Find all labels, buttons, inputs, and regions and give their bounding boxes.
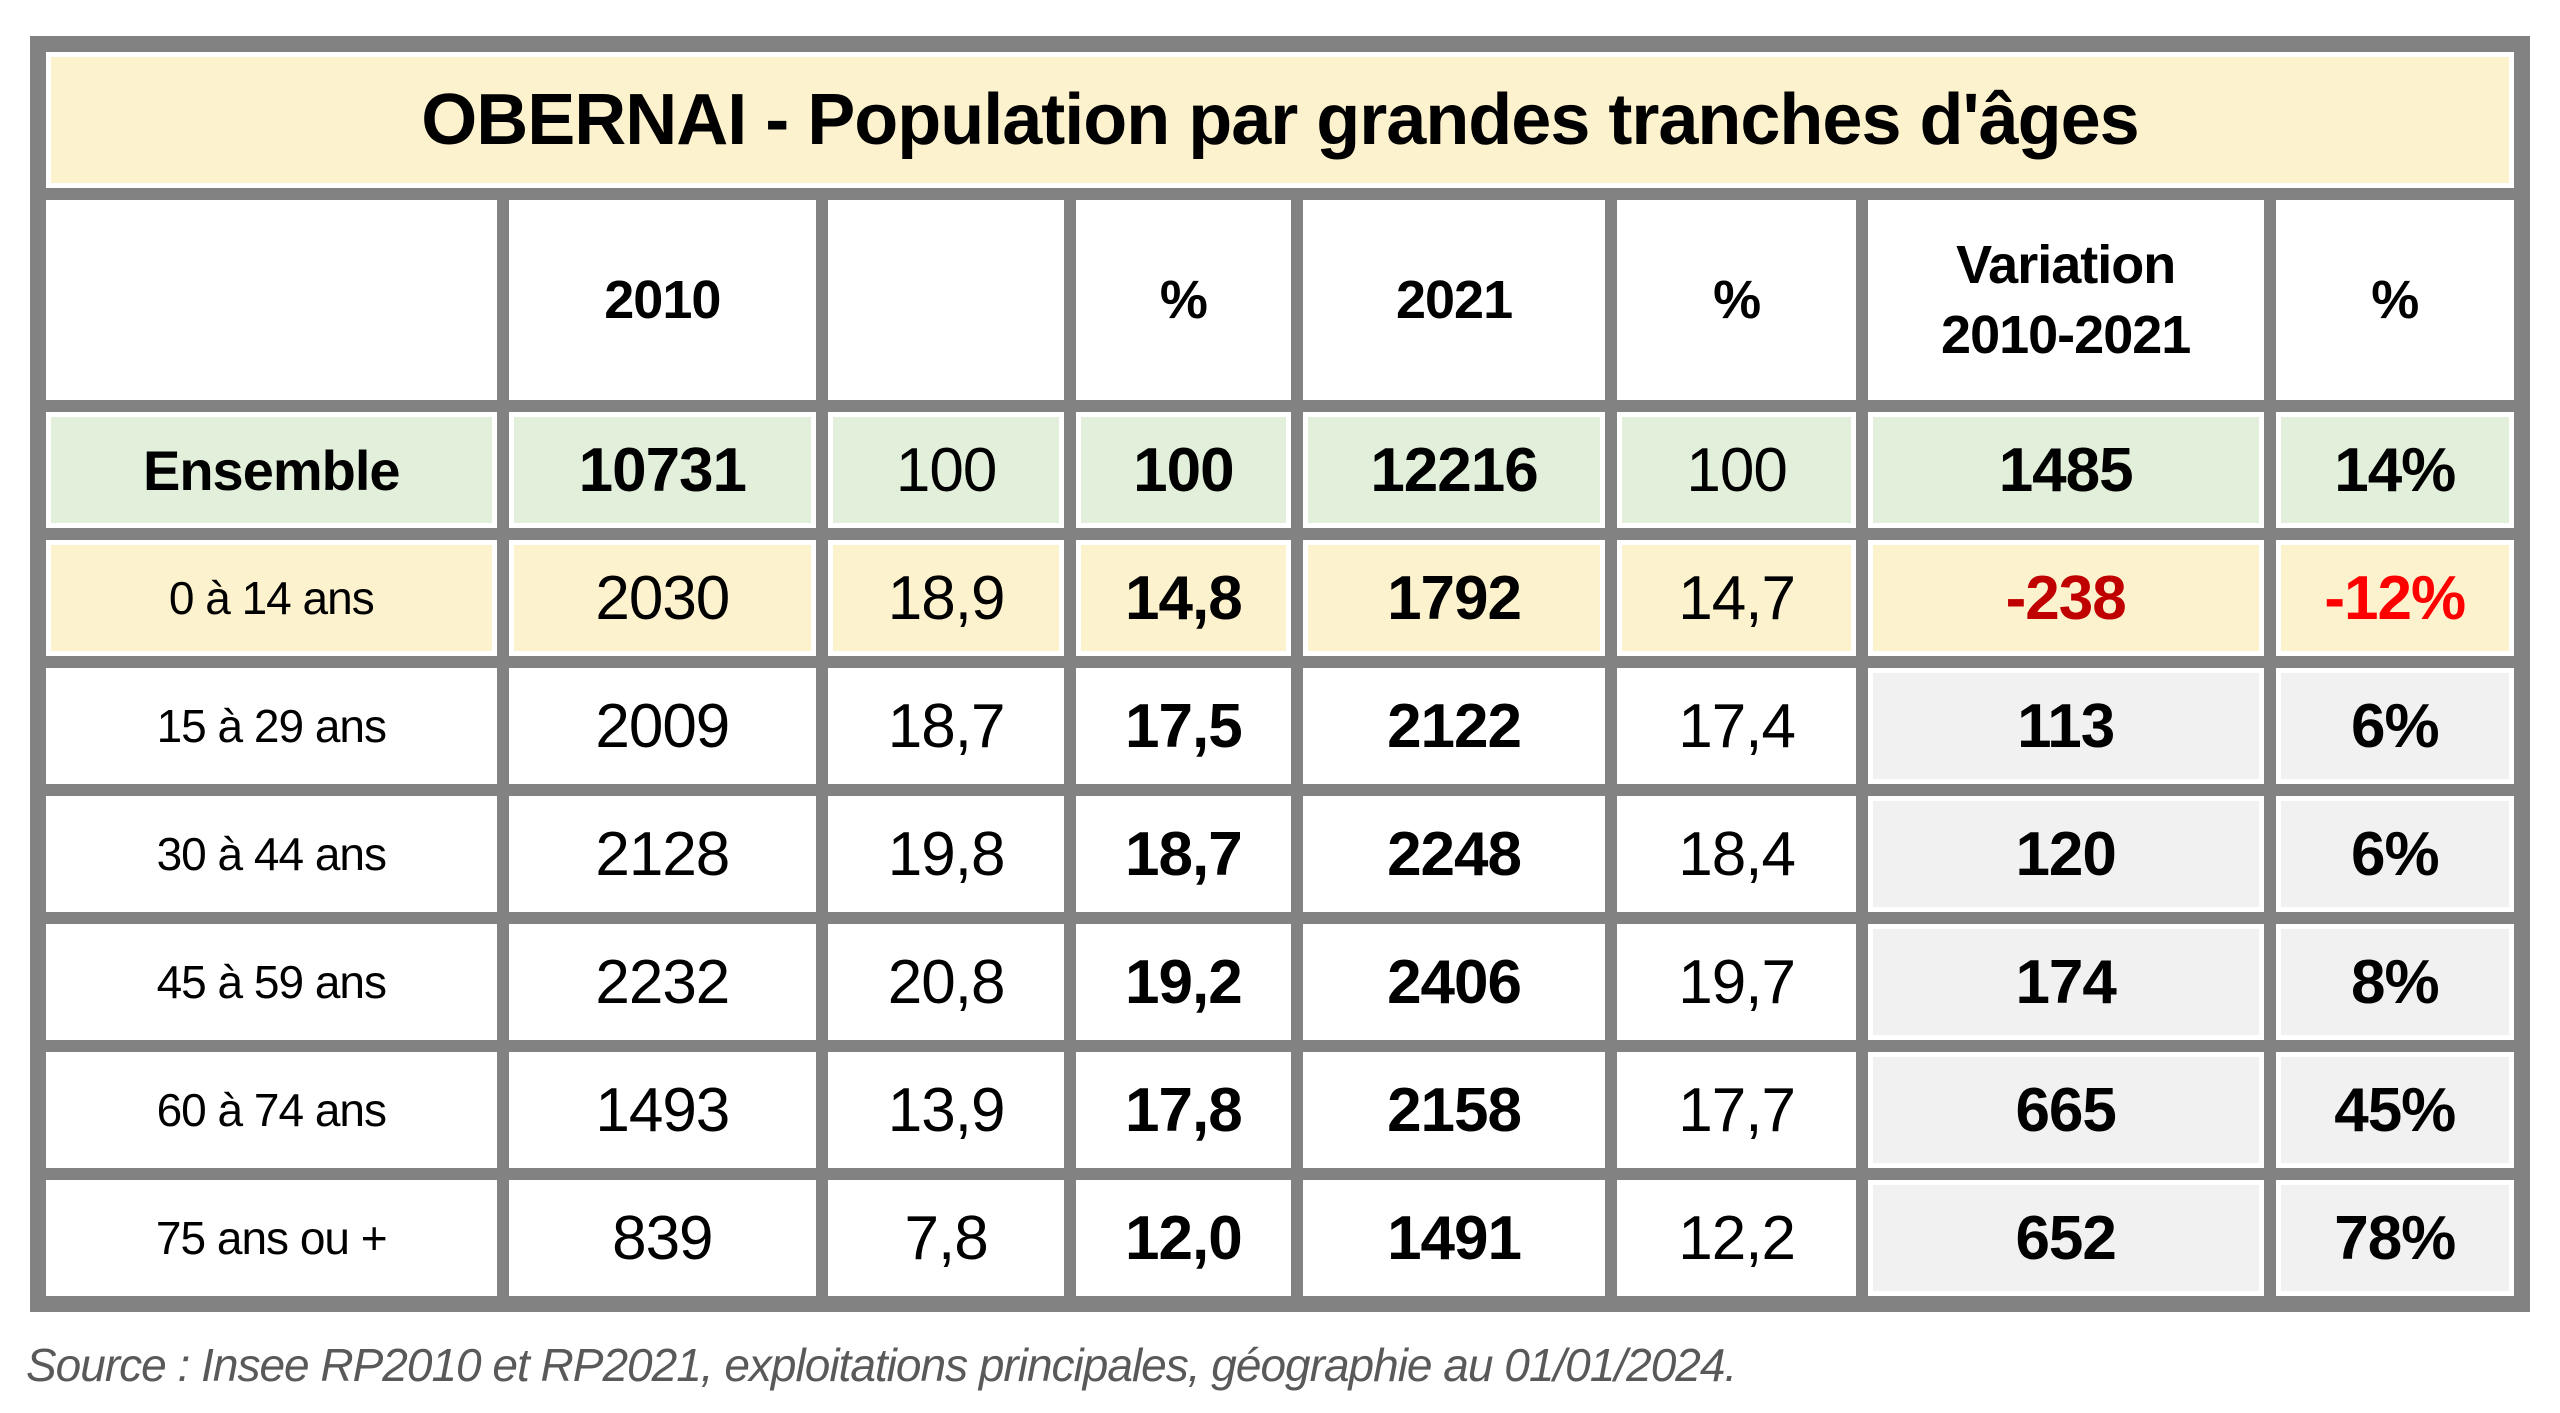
variation-pct: 6% [2275,668,2514,784]
variation-pct: 45% [2275,1052,2514,1168]
value-2021: 1792 [1302,540,1606,656]
row-0-14-ans: 0 à 14 ans 2030 18,9 14,8 1792 14,7 -238… [46,540,2514,656]
pct-2010: 20,8 [828,924,1065,1040]
header-cell-2010: 2010 [508,200,817,400]
header-variation-label: Variation 2010-2021 [1941,234,2191,365]
header-cell-empty2 [828,200,1065,400]
header-cell-variation: Variation 2010-2021 [1867,200,2264,400]
pct-2010-bold: 19,2 [1076,924,1291,1040]
row-45-59-ans: 45 à 59 ans 2232 20,8 19,2 2406 19,7 174… [46,924,2514,1040]
variation-value-negative: -238 [1867,540,2264,656]
value-2010: 2232 [508,924,817,1040]
value-2010: 2030 [508,540,817,656]
header-cell-2021: 2021 [1302,200,1606,400]
header-cell-pct-2021: % [1617,200,1856,400]
pct-2010: 18,7 [828,668,1065,784]
pct-2021: 100 [1617,412,1856,528]
variation-pct: 8% [2275,924,2514,1040]
row-label: 0 à 14 ans [46,540,497,656]
pct-2021: 18,4 [1617,796,1856,912]
value-2010: 1493 [508,1052,817,1168]
variation-value: 113 [1867,668,2264,784]
header-cell-empty [46,200,497,400]
row-label: 75 ans ou + [46,1180,497,1296]
row-label: 45 à 59 ans [46,924,497,1040]
row-30-44-ans: 30 à 44 ans 2128 19,8 18,7 2248 18,4 120… [46,796,2514,912]
row-60-74-ans: 60 à 74 ans 1493 13,9 17,8 2158 17,7 665… [46,1052,2514,1168]
variation-pct: 6% [2275,796,2514,912]
variation-value: 120 [1867,796,2264,912]
pct-2010-bold: 18,7 [1076,796,1291,912]
header-cell-pct-variation: % [2275,200,2514,400]
header-row: 2010 % 2021 % Variation 2010-2021 % [46,200,2514,400]
value-2010: 2128 [508,796,817,912]
pct-2021: 17,7 [1617,1052,1856,1168]
variation-pct: 14% [2275,412,2514,528]
pct-2010-bold: 14,8 [1076,540,1291,656]
pct-2010: 19,8 [828,796,1065,912]
source-caption: Source : Insee RP2010 et RP2021, exploit… [26,1339,1737,1391]
pct-2021: 19,7 [1617,924,1856,1040]
row-label: 60 à 74 ans [46,1052,497,1168]
value-2021: 2158 [1302,1052,1606,1168]
population-table: OBERNAI - Population par grandes tranche… [34,40,2526,1308]
pct-2010-bold: 12,0 [1076,1180,1291,1296]
pct-2010: 100 [828,412,1065,528]
variation-value: 665 [1867,1052,2264,1168]
row-label: 30 à 44 ans [46,796,497,912]
row-75-ans-ou-plus: 75 ans ou + 839 7,8 12,0 1491 12,2 652 7… [46,1180,2514,1296]
row-label: 15 à 29 ans [46,668,497,784]
value-2021: 2122 [1302,668,1606,784]
row-15-29-ans: 15 à 29 ans 2009 18,7 17,5 2122 17,4 113… [46,668,2514,784]
variation-value: 1485 [1867,412,2264,528]
pct-2010-bold: 17,8 [1076,1052,1291,1168]
pct-2010-bold: 100 [1076,412,1291,528]
pct-2021: 17,4 [1617,668,1856,784]
population-table-frame: OBERNAI - Population par grandes tranche… [30,36,2530,1312]
value-2010: 839 [508,1180,817,1296]
variation-pct: 78% [2275,1180,2514,1296]
variation-value: 174 [1867,924,2264,1040]
pct-2010: 7,8 [828,1180,1065,1296]
row-label: Ensemble [46,412,497,528]
variation-pct-negative: -12% [2275,540,2514,656]
value-2021: 1491 [1302,1180,1606,1296]
table-title: OBERNAI - Population par grandes tranche… [46,52,2514,188]
row-ensemble: Ensemble 10731 100 100 12216 100 1485 14… [46,412,2514,528]
pct-2010-bold: 17,5 [1076,668,1291,784]
header-cell-pct-2010: % [1076,200,1291,400]
pct-2021: 12,2 [1617,1180,1856,1296]
pct-2010: 18,9 [828,540,1065,656]
value-2021: 2248 [1302,796,1606,912]
pct-2021: 14,7 [1617,540,1856,656]
title-row: OBERNAI - Population par grandes tranche… [46,52,2514,188]
variation-value: 652 [1867,1180,2264,1296]
value-2021: 12216 [1302,412,1606,528]
value-2010: 2009 [508,668,817,784]
value-2021: 2406 [1302,924,1606,1040]
value-2010: 10731 [508,412,817,528]
pct-2010: 13,9 [828,1052,1065,1168]
